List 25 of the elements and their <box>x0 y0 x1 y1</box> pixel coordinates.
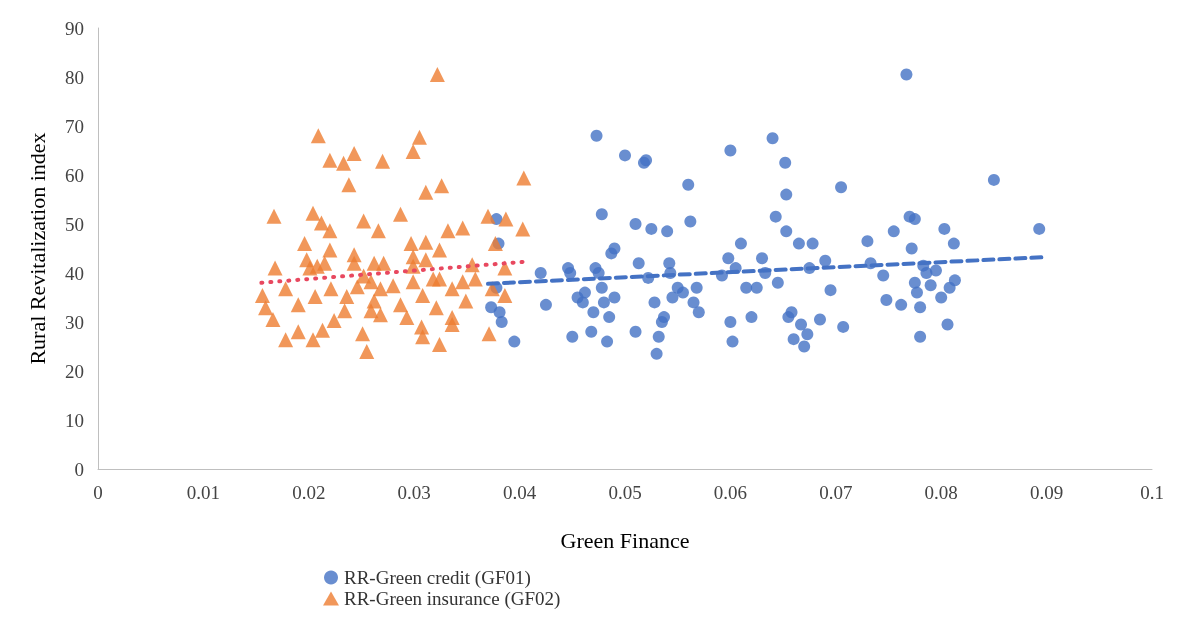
x-tick-label: 0.08 <box>924 482 958 503</box>
y-tick-label: 40 <box>65 262 84 284</box>
y-tick-label: 60 <box>65 164 84 186</box>
y-tick-label: 70 <box>65 115 84 137</box>
x-tick-label: 0.06 <box>713 482 748 503</box>
x-tick-label: 0.07 <box>819 482 853 503</box>
y-tick-label: 10 <box>65 409 84 431</box>
y-tick-label: 20 <box>65 360 84 382</box>
y-tick-label: 50 <box>65 213 84 235</box>
x-tick-label: 0 <box>93 482 103 503</box>
x-tick-label: 0.05 <box>608 482 642 503</box>
x-axis-title: Green Finance <box>560 527 690 553</box>
x-tick-label: 0.02 <box>292 482 326 503</box>
x-tick-label: 0.03 <box>397 482 431 503</box>
y-tick-label: 0 <box>74 458 84 480</box>
y-tick-label: 30 <box>65 311 84 333</box>
y-tick-label: 90 <box>65 17 84 39</box>
y-axis-title: Rural Revitalization index <box>24 132 50 365</box>
x-tick-label: 0.09 <box>1029 482 1064 503</box>
x-tick-label: 0.1 <box>1140 482 1164 503</box>
legend-label: RR-Green credit (GF01) <box>344 567 531 589</box>
legend-label: RR-Green insurance (GF02) <box>344 588 561 610</box>
x-tick-label: 0.01 <box>186 482 221 503</box>
y-tick-label: 80 <box>65 66 84 88</box>
x-tick-label: 0.04 <box>502 482 537 503</box>
